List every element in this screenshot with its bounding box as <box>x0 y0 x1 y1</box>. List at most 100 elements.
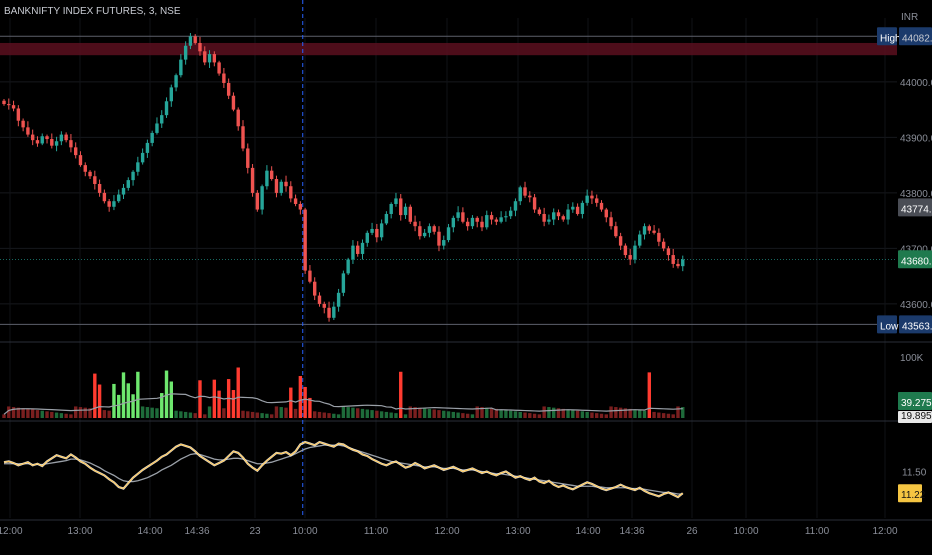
volume-bar <box>93 373 97 418</box>
time-tick-label: 14:00 <box>137 526 162 537</box>
candle-body <box>40 136 44 144</box>
oscillator-line-halo <box>3 440 684 499</box>
volume-bar <box>179 411 183 418</box>
candle-body <box>499 217 503 222</box>
time-tick-label: 23 <box>249 526 261 537</box>
candle-body <box>394 198 398 204</box>
volume-bar <box>250 411 255 418</box>
candle-body <box>7 104 11 106</box>
volume-bar <box>59 413 64 418</box>
price-tick-label: 43900.00 <box>900 133 932 144</box>
candle-body <box>117 194 121 202</box>
volume-bar <box>418 407 422 418</box>
candle-body <box>155 123 159 133</box>
time-tick-label: 11:00 <box>364 526 389 537</box>
volume-bar <box>633 409 637 418</box>
volume-bar <box>470 414 475 418</box>
volume-bar <box>203 414 207 418</box>
candle-body <box>198 42 202 52</box>
price-tick-label: 43700.00 <box>900 244 932 255</box>
volume-bar <box>552 407 556 418</box>
candle-body <box>21 120 25 128</box>
candle-body <box>609 217 613 227</box>
volume-bar <box>117 394 121 418</box>
volume-bar <box>40 410 44 418</box>
candle-body <box>26 127 30 135</box>
candle-body <box>59 134 64 142</box>
candle-body <box>16 108 21 121</box>
candle-body <box>508 210 513 217</box>
volume-bar <box>160 393 164 418</box>
volume-bar <box>465 413 470 418</box>
candle-body <box>652 230 656 233</box>
volume-bar <box>236 367 240 418</box>
volume-bar <box>537 414 542 418</box>
level-tag-text: 43774.00 <box>901 204 932 215</box>
volume-bar <box>341 406 346 418</box>
volume-bar <box>217 390 221 418</box>
volume-bar <box>131 394 135 418</box>
time-tick-label: 13:00 <box>67 526 92 537</box>
time-tick-label: 14:36 <box>619 526 644 537</box>
candle-body <box>93 176 97 184</box>
volume-bar <box>102 410 107 418</box>
candle-body <box>432 226 436 232</box>
candle-body <box>97 183 102 193</box>
candle-body <box>313 281 317 296</box>
candle-body <box>561 216 565 220</box>
volume-bar <box>485 407 489 418</box>
high-tag-value-box <box>899 27 932 46</box>
volume-bar <box>174 410 178 418</box>
candle-body <box>470 217 475 227</box>
candle-body <box>140 152 145 163</box>
candle-body <box>375 228 379 238</box>
candle-body <box>590 195 594 199</box>
candle-body <box>164 101 169 116</box>
volume-bar <box>26 408 30 418</box>
high-tag-label-text: High <box>880 33 901 44</box>
candle-body <box>389 203 393 214</box>
volume-bar <box>475 406 479 418</box>
volume-bar <box>480 407 484 418</box>
volume-bar <box>303 386 307 418</box>
candle-body <box>547 219 551 222</box>
time-tick-label: 12:00 <box>0 526 23 537</box>
volume-bar <box>193 413 197 418</box>
volume-bar <box>30 409 35 418</box>
candle-body <box>260 186 264 210</box>
volume-bar <box>21 408 25 418</box>
volume-bar <box>45 411 49 418</box>
candle-body <box>446 227 451 241</box>
candle-body <box>671 255 675 264</box>
volume-bar <box>666 413 671 418</box>
candle-body <box>628 255 632 260</box>
volume-bar <box>451 411 456 418</box>
volume-bar <box>50 411 54 418</box>
volume-bar <box>7 406 11 418</box>
volume-bar <box>313 411 317 418</box>
candle-body <box>657 232 661 242</box>
price-tick-label: 43600.00 <box>900 300 932 311</box>
candle-body <box>150 132 154 143</box>
candle-body <box>422 232 427 237</box>
volume-bar <box>681 407 685 418</box>
volume-bar <box>207 406 212 418</box>
volume-bar <box>638 410 642 418</box>
candle-body <box>250 167 255 193</box>
volume-bar <box>513 411 518 418</box>
volume-bar <box>566 409 570 418</box>
volume-bar <box>88 408 92 418</box>
candle-body <box>489 215 494 220</box>
candle-body <box>279 181 283 193</box>
candle-body <box>638 234 642 246</box>
candle-body <box>418 226 422 237</box>
volume-bar <box>604 414 608 418</box>
volume-bar <box>446 411 451 418</box>
candle-body <box>35 140 40 144</box>
candle-body <box>437 231 441 246</box>
candle-body <box>145 142 150 153</box>
volume-bar <box>623 408 628 418</box>
candle-body <box>217 62 221 74</box>
candle-body <box>83 165 87 172</box>
